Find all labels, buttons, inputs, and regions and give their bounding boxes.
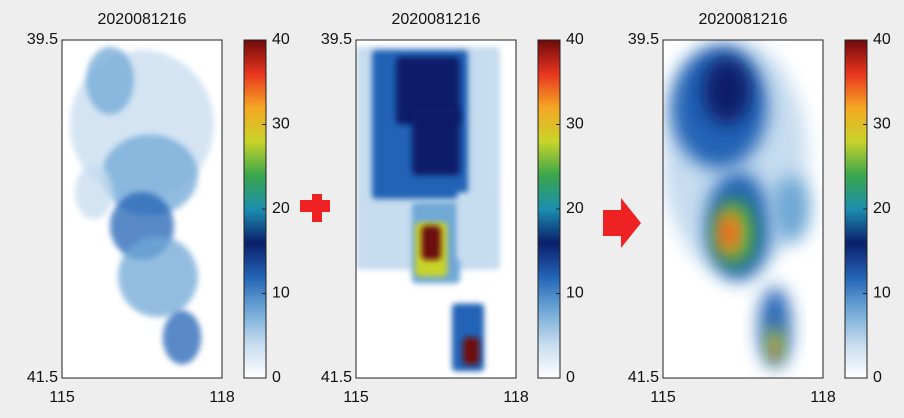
field-blob: [703, 56, 751, 125]
axes-frame: [662, 39, 824, 379]
colorbar-tick-label: 30: [272, 116, 290, 133]
colorbar-tick-label: 40: [272, 31, 290, 48]
field-blob: [118, 236, 198, 318]
colorbar-tick-label: 0: [566, 369, 575, 386]
field-blob: [759, 286, 791, 368]
x-tick-label: 115: [343, 389, 369, 406]
axes-frame: [61, 39, 223, 379]
x-tick-label: 118: [209, 389, 235, 406]
field: [356, 46, 500, 372]
colorbar-tick-label: 30: [566, 116, 584, 133]
x-tick-label: 118: [503, 389, 529, 406]
field-cell: [421, 225, 441, 260]
field-blob: [74, 165, 114, 220]
field-cell: [412, 107, 460, 176]
colorbar-tick-label: 0: [272, 369, 281, 386]
colorbar-tick-label: 40: [566, 31, 584, 48]
x-tick-label: 115: [650, 389, 676, 406]
plus-arrow: [300, 194, 330, 222]
field-blob: [162, 310, 202, 365]
field: [663, 40, 811, 368]
panel-title: 2020081216: [98, 11, 187, 28]
colorbar-tick-label: 20: [566, 200, 584, 217]
field-blob: [102, 134, 198, 216]
y-tick-label: 39.5: [27, 31, 58, 48]
colorbar-tick-label: 20: [873, 200, 891, 217]
field-cell: [456, 192, 496, 260]
field: [70, 46, 214, 365]
field-cell: [463, 337, 480, 365]
panel-title: 2020081216: [699, 11, 788, 28]
x-tick-label: 115: [49, 389, 75, 406]
colorbar-tick-label: 10: [873, 285, 891, 302]
y-tick-label: 39.5: [321, 31, 352, 48]
axes-frame: [355, 39, 517, 379]
colorbar-tick-label: 30: [873, 116, 891, 133]
field-blob: [771, 344, 779, 358]
colorbar-tick-label: 20: [272, 200, 290, 217]
field-blob: [722, 219, 735, 247]
field-blob: [86, 46, 134, 115]
colorbar-tick-label: 10: [272, 285, 290, 302]
y-tick-label: 41.5: [628, 369, 659, 386]
y-tick-label: 41.5: [321, 369, 352, 386]
colorbar-tick-label: 0: [873, 369, 882, 386]
panel-title: 2020081216: [392, 11, 481, 28]
colorbar-tick-label: 10: [566, 285, 584, 302]
field-blob: [771, 175, 811, 243]
y-tick-label: 39.5: [628, 31, 659, 48]
right-arrow: [603, 198, 641, 248]
x-tick-label: 118: [810, 389, 836, 406]
colorbar-tick-label: 40: [873, 31, 891, 48]
y-tick-label: 41.5: [27, 369, 58, 386]
